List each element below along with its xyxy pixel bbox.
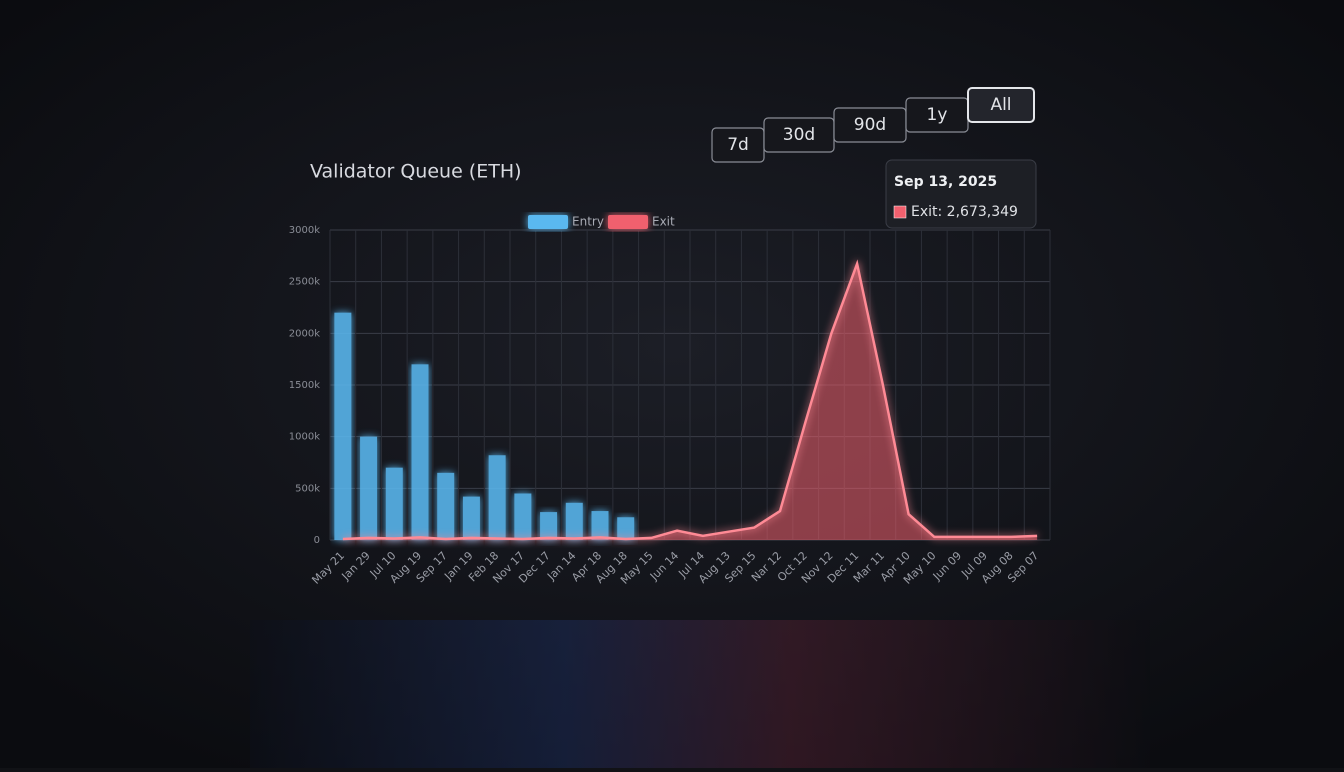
tooltip-box (885, 159, 1037, 229)
tooltip-swatch (893, 205, 907, 219)
y-tick-label: 0 (314, 535, 320, 546)
tooltip-value: Exit: 2,673,349 (911, 204, 1018, 220)
line (342, 259, 1038, 541)
range-button[interactable] (967, 87, 1035, 123)
range-button-label[interactable]: 1y (927, 105, 948, 125)
area (342, 263, 1038, 540)
range-button-label[interactable]: 90d (854, 115, 886, 135)
bar (385, 467, 403, 540)
bar (617, 517, 635, 540)
bar (462, 496, 480, 540)
bar (360, 436, 378, 540)
bar (334, 312, 352, 540)
y-tick-label: 1000k (289, 432, 320, 443)
bar (565, 502, 583, 540)
legend-swatch (528, 215, 568, 229)
bar (411, 364, 429, 540)
legend-label: Entry (572, 215, 604, 229)
bar (591, 511, 609, 540)
range-button-label[interactable]: 7d (727, 135, 749, 155)
bar (488, 455, 506, 540)
floor-reflection (250, 620, 1150, 768)
y-tick-label: 2500k (289, 277, 320, 288)
bar (540, 512, 558, 540)
range-button-label[interactable]: 30d (783, 125, 815, 145)
legend-swatch (608, 215, 648, 229)
tooltip-date: Sep 13, 2025 (894, 174, 997, 190)
legend-label: Exit (652, 215, 675, 229)
bar (437, 472, 455, 540)
y-tick-label: 3000k (289, 225, 320, 236)
y-tick-label: 500k (295, 483, 320, 494)
bar (514, 493, 532, 540)
chart-title: Validator Queue (ETH) (310, 161, 522, 183)
y-tick-label: 2000k (289, 328, 320, 339)
range-button-label[interactable]: All (990, 95, 1011, 115)
y-tick-label: 1500k (289, 380, 320, 391)
